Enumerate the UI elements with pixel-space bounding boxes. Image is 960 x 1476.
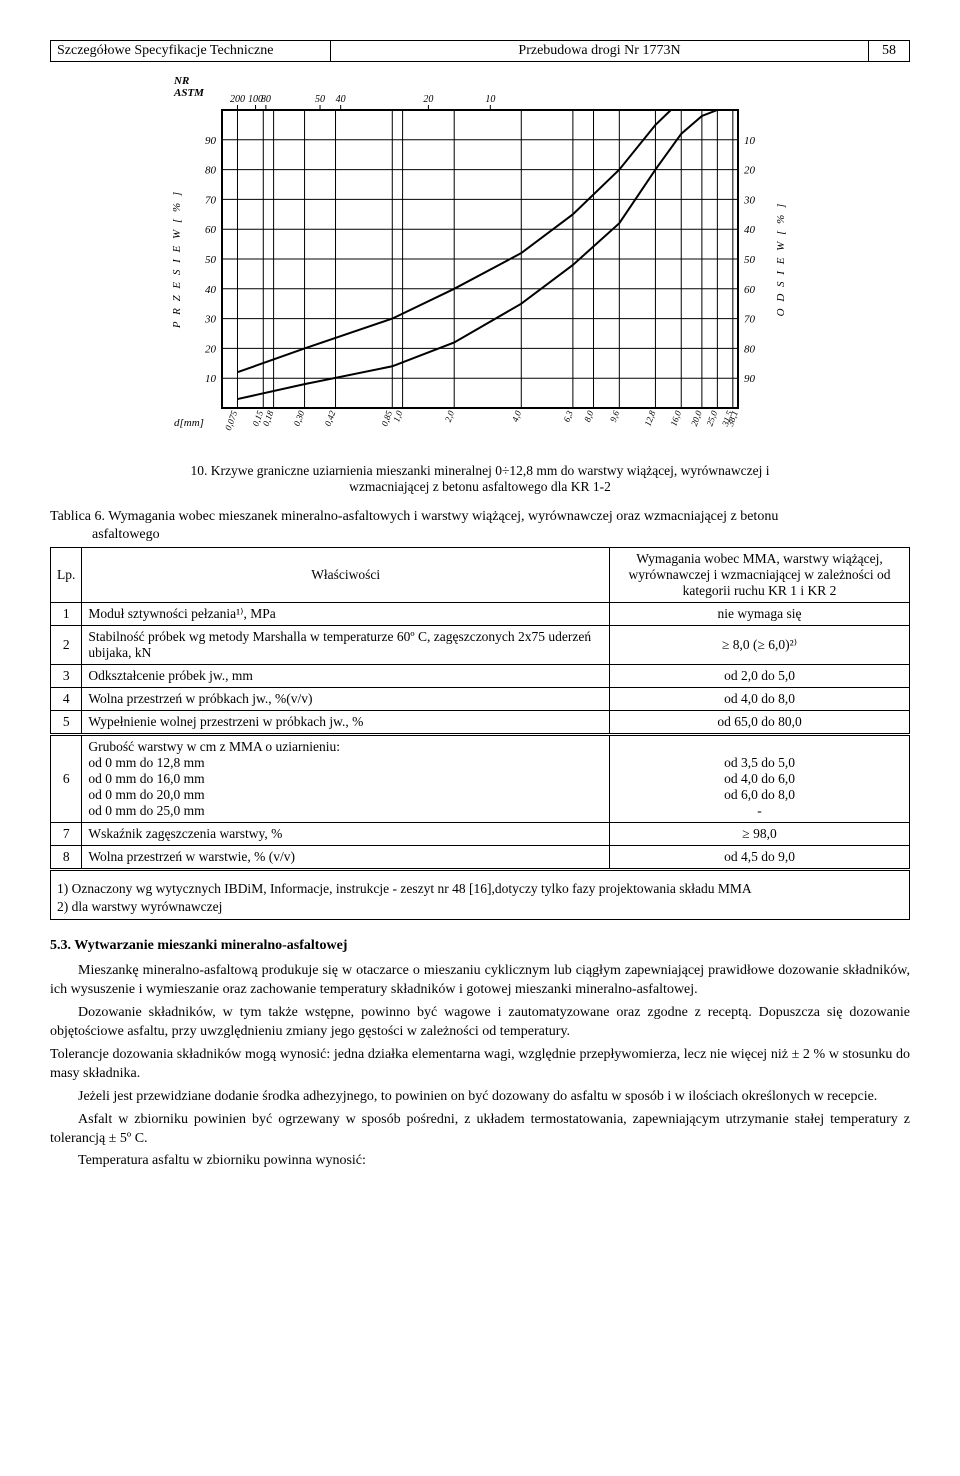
svg-text:40: 40 — [205, 284, 217, 296]
svg-text:40: 40 — [336, 94, 346, 105]
cell-val: od 3,5 do 5,0 od 4,0 do 6,0 od 6,0 do 8,… — [610, 735, 910, 823]
th-prop: Właściwości — [82, 548, 610, 603]
svg-text:30: 30 — [743, 194, 756, 206]
svg-text:10: 10 — [485, 94, 495, 105]
cell-prop: Wskaźnik zagęszczenia warstwy, % — [82, 823, 610, 846]
svg-text:50: 50 — [315, 94, 325, 105]
svg-text:30: 30 — [204, 314, 217, 326]
cell-prop: Moduł sztywności pełzania¹⁾, MPa — [82, 603, 610, 626]
svg-text:60: 60 — [205, 224, 217, 236]
section-heading: 5.3. Wytwarzanie mieszanki mineralno-asf… — [50, 938, 910, 954]
svg-text:80: 80 — [744, 343, 756, 355]
svg-text:ASTM: ASTM — [173, 87, 205, 99]
cell-val: ≥ 8,0 (≥ 6,0)²⁾ — [610, 626, 910, 665]
th-val: Wymagania wobec MMA, warstwy wiążącej, w… — [610, 548, 910, 603]
cell-lp: 8 — [51, 846, 82, 870]
para-5: Asfalt w zbiorniku powinien być ogrzewan… — [50, 1111, 910, 1149]
cell-lp: 1 — [51, 603, 82, 626]
cell-val: od 2,0 do 5,0 — [610, 665, 910, 688]
svg-text:10: 10 — [744, 135, 756, 147]
cell-lp: 4 — [51, 688, 82, 711]
table-row: 6Grubość warstwy w cm z MMA o uziarnieni… — [51, 735, 910, 823]
cell-lp: 7 — [51, 823, 82, 846]
header-mid: Przebudowa drogi Nr 1773N — [331, 41, 869, 61]
svg-text:60: 60 — [744, 284, 756, 296]
cell-prop: Wypełnienie wolnej przestrzeni w próbkac… — [82, 711, 610, 735]
tablica-title-line2: asfaltowego — [92, 527, 910, 543]
table-row: 5Wypełnienie wolnej przestrzeni w próbka… — [51, 711, 910, 735]
note-2: 2) dla warstwy wyrównawczej — [57, 898, 903, 916]
table-row: 4Wolna przestrzeń w próbkach jw., %(v/v)… — [51, 688, 910, 711]
page-header: Szczegółowe Specyfikacje Techniczne Prze… — [50, 40, 910, 62]
para-2: Dozowanie składników, w tym także wstępn… — [50, 1004, 910, 1042]
svg-text:50: 50 — [205, 254, 217, 266]
svg-text:90: 90 — [205, 135, 217, 147]
cell-prop: Wolna przestrzeń w warstwie, % (v/v) — [82, 846, 610, 870]
cell-val: od 4,0 do 8,0 — [610, 688, 910, 711]
svg-text:90: 90 — [744, 373, 756, 385]
table-row: 2Stabilność próbek wg metody Marshalla w… — [51, 626, 910, 665]
table-row: 7Wskaźnik zagęszczenia warstwy, %≥ 98,0 — [51, 823, 910, 846]
cell-prop: Stabilność próbek wg metody Marshalla w … — [82, 626, 610, 665]
svg-text:P R Z E S I E W [ % ]: P R Z E S I E W [ % ] — [171, 190, 183, 329]
cell-lp: 5 — [51, 711, 82, 735]
svg-text:70: 70 — [744, 314, 756, 326]
svg-text:O D S I E W [ % ]: O D S I E W [ % ] — [775, 202, 787, 317]
table-row: 8Wolna przestrzeń w warstwie, % (v/v)od … — [51, 846, 910, 870]
cell-val: od 65,0 do 80,0 — [610, 711, 910, 735]
svg-text:10: 10 — [205, 373, 217, 385]
svg-text:80: 80 — [205, 165, 217, 177]
para-3: Tolerancje dozowania składników mogą wyn… — [50, 1046, 910, 1084]
chart-svg: 10 20 30 40 50 60 70 80 90 90 80 70 60 50 40 30 20 10 200 1… — [160, 72, 800, 452]
cell-prop: Odkształcenie próbek jw., mm — [82, 665, 610, 688]
header-left: Szczegółowe Specyfikacje Techniczne — [51, 41, 331, 61]
chart-caption: 10. Krzywe graniczne uziarnienia mieszan… — [170, 463, 790, 495]
svg-text:50: 50 — [744, 254, 756, 266]
svg-text:80: 80 — [261, 94, 271, 105]
cell-val: nie wymaga się — [610, 603, 910, 626]
svg-text:40: 40 — [744, 224, 756, 236]
note-1: 1) Oznaczony wg wytycznych IBDiM, Inform… — [57, 880, 903, 898]
table-row: 1Moduł sztywności pełzania¹⁾, MPanie wym… — [51, 603, 910, 626]
table-row: 3Odkształcenie próbek jw., mmod 2,0 do 5… — [51, 665, 910, 688]
svg-text:20: 20 — [744, 165, 756, 177]
svg-text:NR: NR — [173, 75, 189, 87]
cell-prop: Grubość warstwy w cm z MMA o uziarnieniu… — [82, 735, 610, 823]
cell-lp: 6 — [51, 735, 82, 823]
grain-size-chart: 10 20 30 40 50 60 70 80 90 90 80 70 60 50 40 30 20 10 200 1… — [50, 72, 910, 457]
para-1: Mieszankę mineralno-asfaltową produkuje … — [50, 962, 910, 1000]
table-notes: 1) Oznaczony wg wytycznych IBDiM, Inform… — [57, 880, 903, 916]
cell-lp: 3 — [51, 665, 82, 688]
para-4: Jeżeli jest przewidziane dodanie środka … — [50, 1088, 910, 1107]
th-lp: Lp. — [51, 548, 82, 603]
tablica-title-line1: Tablica 6. Wymagania wobec mieszanek min… — [50, 509, 910, 525]
svg-text:20: 20 — [205, 343, 217, 355]
header-page-number: 58 — [869, 41, 909, 61]
svg-text:d[mm]: d[mm] — [174, 417, 204, 429]
svg-text:20: 20 — [423, 94, 433, 105]
cell-val: od 4,5 do 9,0 — [610, 846, 910, 870]
para-6: Temperatura asfaltu w zbiorniku powinna … — [50, 1152, 910, 1171]
cell-prop: Wolna przestrzeń w próbkach jw., %(v/v) — [82, 688, 610, 711]
svg-text:70: 70 — [205, 194, 217, 206]
svg-text:200: 200 — [230, 94, 245, 105]
cell-val: ≥ 98,0 — [610, 823, 910, 846]
cell-lp: 2 — [51, 626, 82, 665]
spec-table: Lp. Właściwości Wymagania wobec MMA, war… — [50, 547, 910, 920]
